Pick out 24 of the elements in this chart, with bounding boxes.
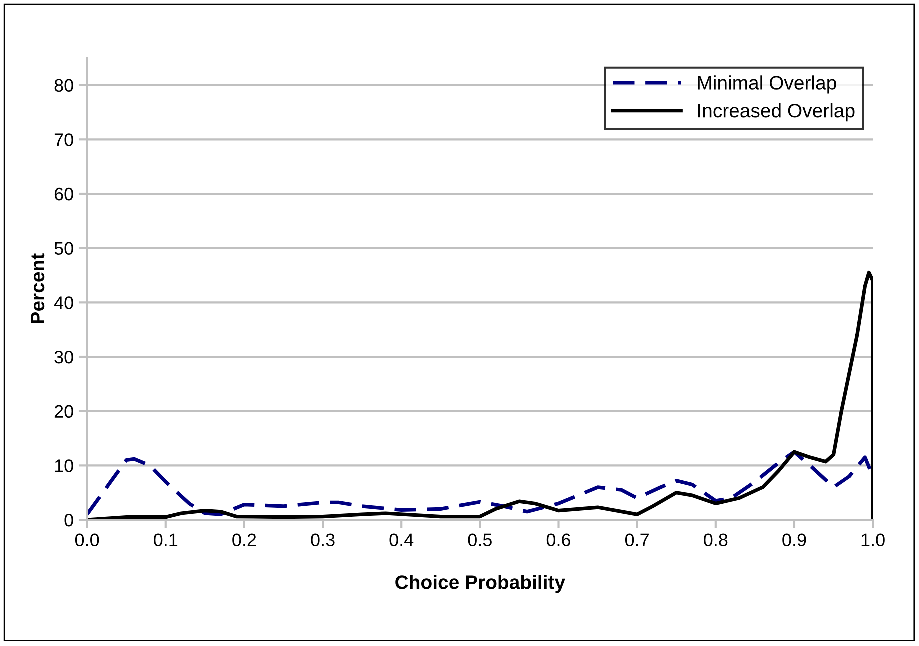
x-tick-label: 0.3 (311, 534, 335, 546)
x-tick-label: 1.0 (862, 534, 885, 546)
y-tick-label: 30 (54, 350, 74, 364)
x-tick-label: 0.8 (704, 534, 728, 546)
y-tick-label: 70 (54, 134, 74, 146)
y-tick-label: 40 (54, 296, 74, 310)
x-tick-label: 0.9 (782, 534, 806, 546)
y-tick-label: 60 (54, 188, 74, 201)
legend-label: Increased Overlap (698, 103, 855, 122)
legend-label: Minimal Overlap (698, 76, 836, 94)
y-tick-label: 80 (54, 79, 74, 92)
x-axis-title: Choice Probability (396, 575, 566, 594)
x-tick-label: 0.1 (154, 534, 178, 546)
y-tick-label: 20 (54, 405, 74, 418)
x-tick-label: 0.2 (232, 534, 256, 546)
x-tick-label: 0.5 (468, 534, 492, 546)
x-tick-label: 0.6 (546, 534, 571, 546)
x-tick-label: 0.7 (625, 534, 649, 546)
x-tick-label: 0.0 (75, 534, 100, 546)
y-axis-title: Percent (31, 254, 45, 324)
x-tick-label: 0.4 (390, 534, 414, 546)
y-tick-label: 10 (55, 460, 74, 472)
y-tick-label: 0 (64, 514, 74, 527)
y-tick-label: 50 (54, 242, 74, 256)
